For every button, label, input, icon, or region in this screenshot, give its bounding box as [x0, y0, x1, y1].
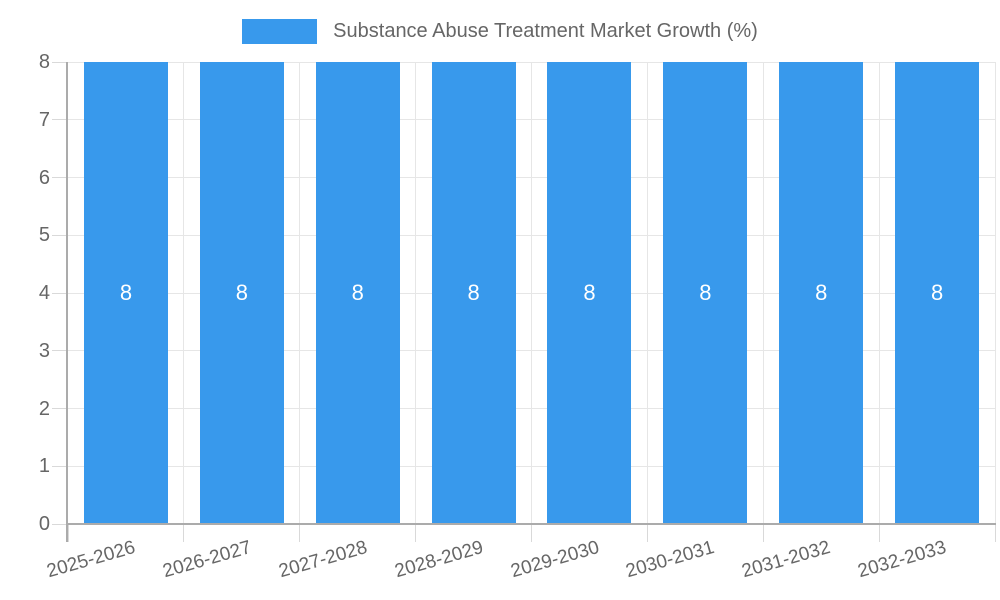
bar: 8 [779, 62, 864, 523]
x-tick-mark [531, 524, 532, 542]
gridline-vertical [183, 62, 185, 524]
bar: 8 [83, 62, 168, 523]
y-axis-tick-label: 7 [38, 108, 50, 131]
y-axis-tick-label: 4 [38, 282, 50, 304]
gridline-vertical [646, 62, 648, 524]
x-axis-tick-label: 2025-2026 [44, 537, 138, 583]
y-axis-line [66, 62, 68, 542]
bar-value-label: 8 [583, 279, 596, 305]
gridline-vertical [299, 62, 301, 524]
x-axis-tick-label: 2026-2027 [160, 537, 254, 583]
x-tick-mark [762, 524, 764, 542]
bar: 8 [895, 62, 980, 523]
x-axis-tick-label: 2027-2028 [276, 537, 370, 583]
legend-label: Substance Abuse Treatment Market Growth … [333, 19, 758, 42]
gridline-vertical [994, 62, 996, 524]
y-tick-mark [52, 523, 68, 525]
x-axis-tick-label: 2031-2032 [739, 537, 833, 583]
bar: 8 [431, 62, 516, 523]
gridline-vertical [415, 62, 417, 524]
x-tick-mark [415, 524, 417, 542]
bar: 8 [547, 62, 632, 523]
y-tick-mark [52, 234, 68, 236]
x-tick-mark [183, 524, 185, 542]
bar-value-label: 8 [930, 279, 944, 305]
x-tick-mark [299, 524, 301, 542]
bar-value-label: 8 [235, 279, 248, 305]
x-tick-mark [67, 524, 69, 542]
y-axis-tick-label: 0 [38, 513, 50, 535]
y-tick-mark [52, 61, 68, 63]
y-tick-mark [52, 465, 68, 467]
bar-value-label: 8 [119, 279, 133, 305]
x-axis-tick-label: 2030-2031 [623, 537, 718, 583]
legend[interactable]: Substance Abuse Treatment Market Growth … [0, 14, 1000, 48]
gridline-vertical [878, 62, 880, 524]
x-tick-mark [994, 524, 996, 542]
y-tick-mark [52, 177, 68, 178]
bar-value-label: 8 [699, 279, 712, 305]
x-tick-mark [878, 524, 880, 542]
y-axis-tick-label: 3 [38, 339, 50, 362]
y-axis-tick-label: 2 [38, 397, 50, 420]
y-tick-mark [52, 119, 68, 121]
bar: 8 [663, 62, 748, 523]
x-axis-tick-label: 2028-2029 [392, 537, 486, 583]
x-axis-tick-label: 2029-2030 [508, 537, 602, 583]
gridline-vertical [762, 62, 764, 524]
bar: 8 [199, 62, 284, 523]
x-axis-tick-label: 2032-2033 [855, 537, 949, 583]
bar: 8 [315, 62, 400, 523]
y-axis-tick-label: 8 [38, 51, 50, 73]
legend-swatch [242, 18, 318, 44]
y-tick-mark [52, 292, 68, 294]
y-tick-mark [52, 350, 68, 352]
y-axis-tick-label: 6 [38, 166, 50, 189]
y-tick-mark [52, 408, 68, 409]
bar-value-label: 8 [351, 279, 364, 305]
x-tick-mark [646, 524, 648, 542]
gridline-vertical [531, 62, 532, 524]
bar-value-label: 8 [815, 279, 828, 305]
y-axis-tick-label: 1 [38, 455, 50, 478]
y-axis-tick-label: 5 [38, 224, 50, 247]
x-axis-line [66, 523, 996, 525]
bar-value-label: 8 [467, 279, 480, 305]
